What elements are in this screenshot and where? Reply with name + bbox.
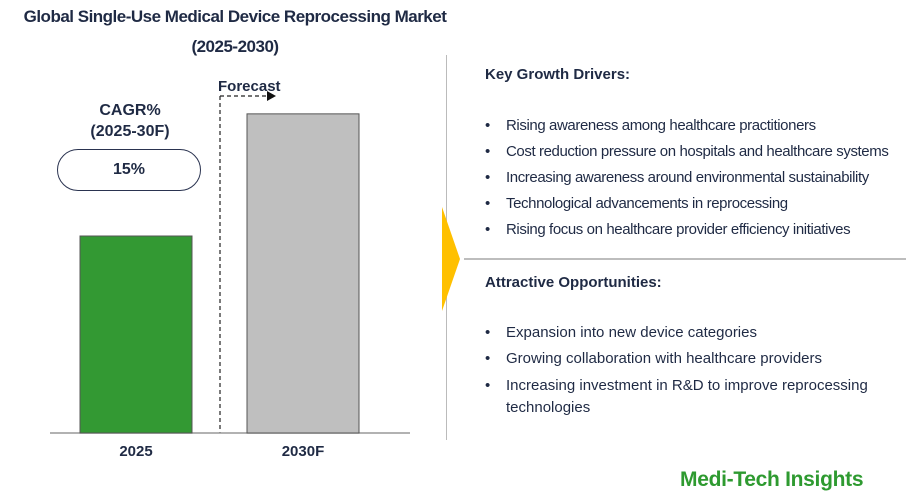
cagr-value-badge: 15% bbox=[57, 149, 201, 191]
list-item: Expansion into new device categories bbox=[485, 320, 885, 346]
opportunities-list: Expansion into new device categories Gro… bbox=[485, 320, 885, 419]
x-tick-label: 2025 bbox=[119, 443, 153, 460]
chart-title: Global Single-Use Medical Device Reproce… bbox=[0, 2, 470, 62]
brand-logo: Medi-Tech Insights bbox=[680, 468, 864, 491]
list-item: Rising focus on healthcare provider effi… bbox=[485, 217, 888, 243]
title-line-1: Global Single-Use Medical Device Reproce… bbox=[23, 7, 447, 26]
list-item: Rising awareness among healthcare practi… bbox=[485, 113, 888, 139]
list-item: Growing collaboration with healthcare pr… bbox=[485, 346, 885, 372]
bar-2025 bbox=[79, 235, 193, 434]
list-item: Technological advancements in reprocessi… bbox=[485, 191, 888, 217]
opportunities-heading: Attractive Opportunities: bbox=[485, 274, 662, 291]
cagr-label-line-2: (2025-30F) bbox=[90, 123, 170, 140]
drivers-heading: Key Growth Drivers: bbox=[485, 66, 631, 83]
title-line-2: (2025-2030) bbox=[191, 37, 279, 56]
bar-2030F bbox=[246, 113, 360, 434]
section-divider bbox=[464, 258, 906, 260]
forecast-arrow-head bbox=[267, 91, 276, 101]
cagr-label: CAGR% (2025-30F) bbox=[50, 100, 210, 142]
list-item: Cost reduction pressure on hospitals and… bbox=[485, 139, 889, 165]
chart-canvas bbox=[50, 91, 410, 434]
arrow-pointer-icon bbox=[442, 207, 460, 311]
drivers-list: Rising awareness among healthcare practi… bbox=[485, 113, 889, 243]
x-tick-label: 2030F bbox=[281, 443, 325, 460]
list-item: Increasing investment in R&D to improve … bbox=[485, 375, 885, 419]
list-item: Increasing awareness around environmenta… bbox=[485, 165, 888, 191]
forecast-label: Forecast bbox=[218, 78, 281, 95]
cagr-label-line-1: CAGR% bbox=[99, 102, 161, 119]
